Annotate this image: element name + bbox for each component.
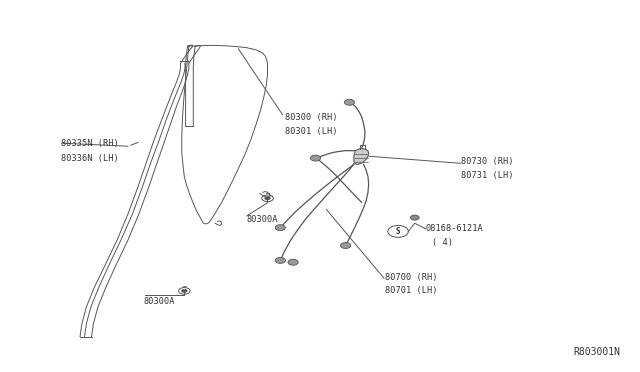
Circle shape <box>310 155 321 161</box>
Text: 80300 (RH): 80300 (RH) <box>285 113 337 122</box>
Circle shape <box>275 257 285 263</box>
Text: 80335N (RH): 80335N (RH) <box>61 139 118 148</box>
Text: 80701 (LH): 80701 (LH) <box>385 286 438 295</box>
Text: 80700 (RH): 80700 (RH) <box>385 273 438 282</box>
Text: 80731 (LH): 80731 (LH) <box>461 171 513 180</box>
Circle shape <box>288 259 298 265</box>
Circle shape <box>265 196 270 200</box>
Polygon shape <box>354 149 369 164</box>
Text: 80730 (RH): 80730 (RH) <box>461 157 513 166</box>
Text: 80300A: 80300A <box>144 297 175 306</box>
Circle shape <box>275 225 285 231</box>
Text: 08168-6121A: 08168-6121A <box>426 224 483 233</box>
Text: S: S <box>396 227 401 236</box>
Circle shape <box>410 215 419 220</box>
Text: ( 4): ( 4) <box>432 238 453 247</box>
Circle shape <box>182 289 188 292</box>
Circle shape <box>340 243 351 248</box>
Text: 80301 (LH): 80301 (LH) <box>285 127 337 136</box>
Circle shape <box>344 99 355 105</box>
Text: 80336N (LH): 80336N (LH) <box>61 154 118 163</box>
Text: 80300A: 80300A <box>246 215 278 224</box>
Text: R803001N: R803001N <box>574 347 621 357</box>
